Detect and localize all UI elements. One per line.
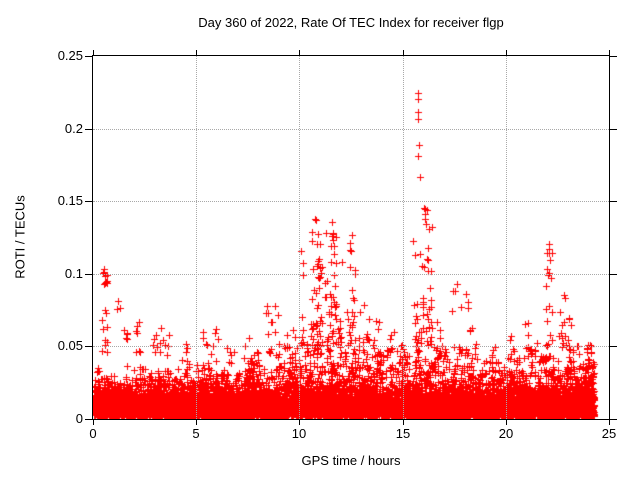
x-gridline [299,56,300,419]
x-tick-mark [299,420,300,425]
y-tick-label: 0.25 [57,48,83,63]
y-tick-mark [610,274,617,275]
y-gridline [93,274,609,275]
y-tick-mark [610,346,617,347]
x-tick-mark [506,50,507,55]
y-tick-label: 0.1 [64,266,83,281]
x-axis-label: GPS time / hours [301,453,401,468]
y-gridline [93,201,609,202]
y-tick-mark [85,201,92,202]
y-tick-mark [85,346,92,347]
y-tick-mark [85,129,92,130]
y-tick-mark [610,129,617,130]
scatter-canvas [93,56,609,419]
x-tick-mark [196,50,197,55]
x-tick-label: 0 [89,426,97,441]
y-tick-label: 0.15 [57,193,83,208]
chart-title: Day 360 of 2022, Rate Of TEC Index for r… [198,15,504,30]
y-tick-mark [610,201,617,202]
plot-area [85,50,617,425]
x-tick-mark [93,420,94,425]
y-gridline [93,129,609,130]
y-tick-label: 0.05 [57,338,83,353]
y-tick-mark [85,419,92,420]
x-tick-label: 15 [395,426,411,441]
x-tick-label: 20 [498,426,514,441]
y-tick-label: 0.2 [64,121,83,136]
x-tick-mark [93,50,94,55]
y-tick-mark [610,56,617,57]
y-tick-label: 0 [75,411,83,426]
x-gridline [196,56,197,419]
x-tick-mark [506,420,507,425]
x-tick-label: 10 [291,426,307,441]
x-tick-mark [299,50,300,55]
x-tick-mark [403,50,404,55]
y-tick-mark [610,419,617,420]
x-tick-mark [196,420,197,425]
x-gridline [506,56,507,419]
y-tick-mark [85,274,92,275]
x-tick-label: 5 [192,426,200,441]
x-tick-label: 25 [601,426,617,441]
x-tick-mark [403,420,404,425]
y-tick-mark [85,56,92,57]
x-tick-mark [609,50,610,55]
x-gridline [403,56,404,419]
y-gridline [93,346,609,347]
x-tick-mark [609,420,610,425]
